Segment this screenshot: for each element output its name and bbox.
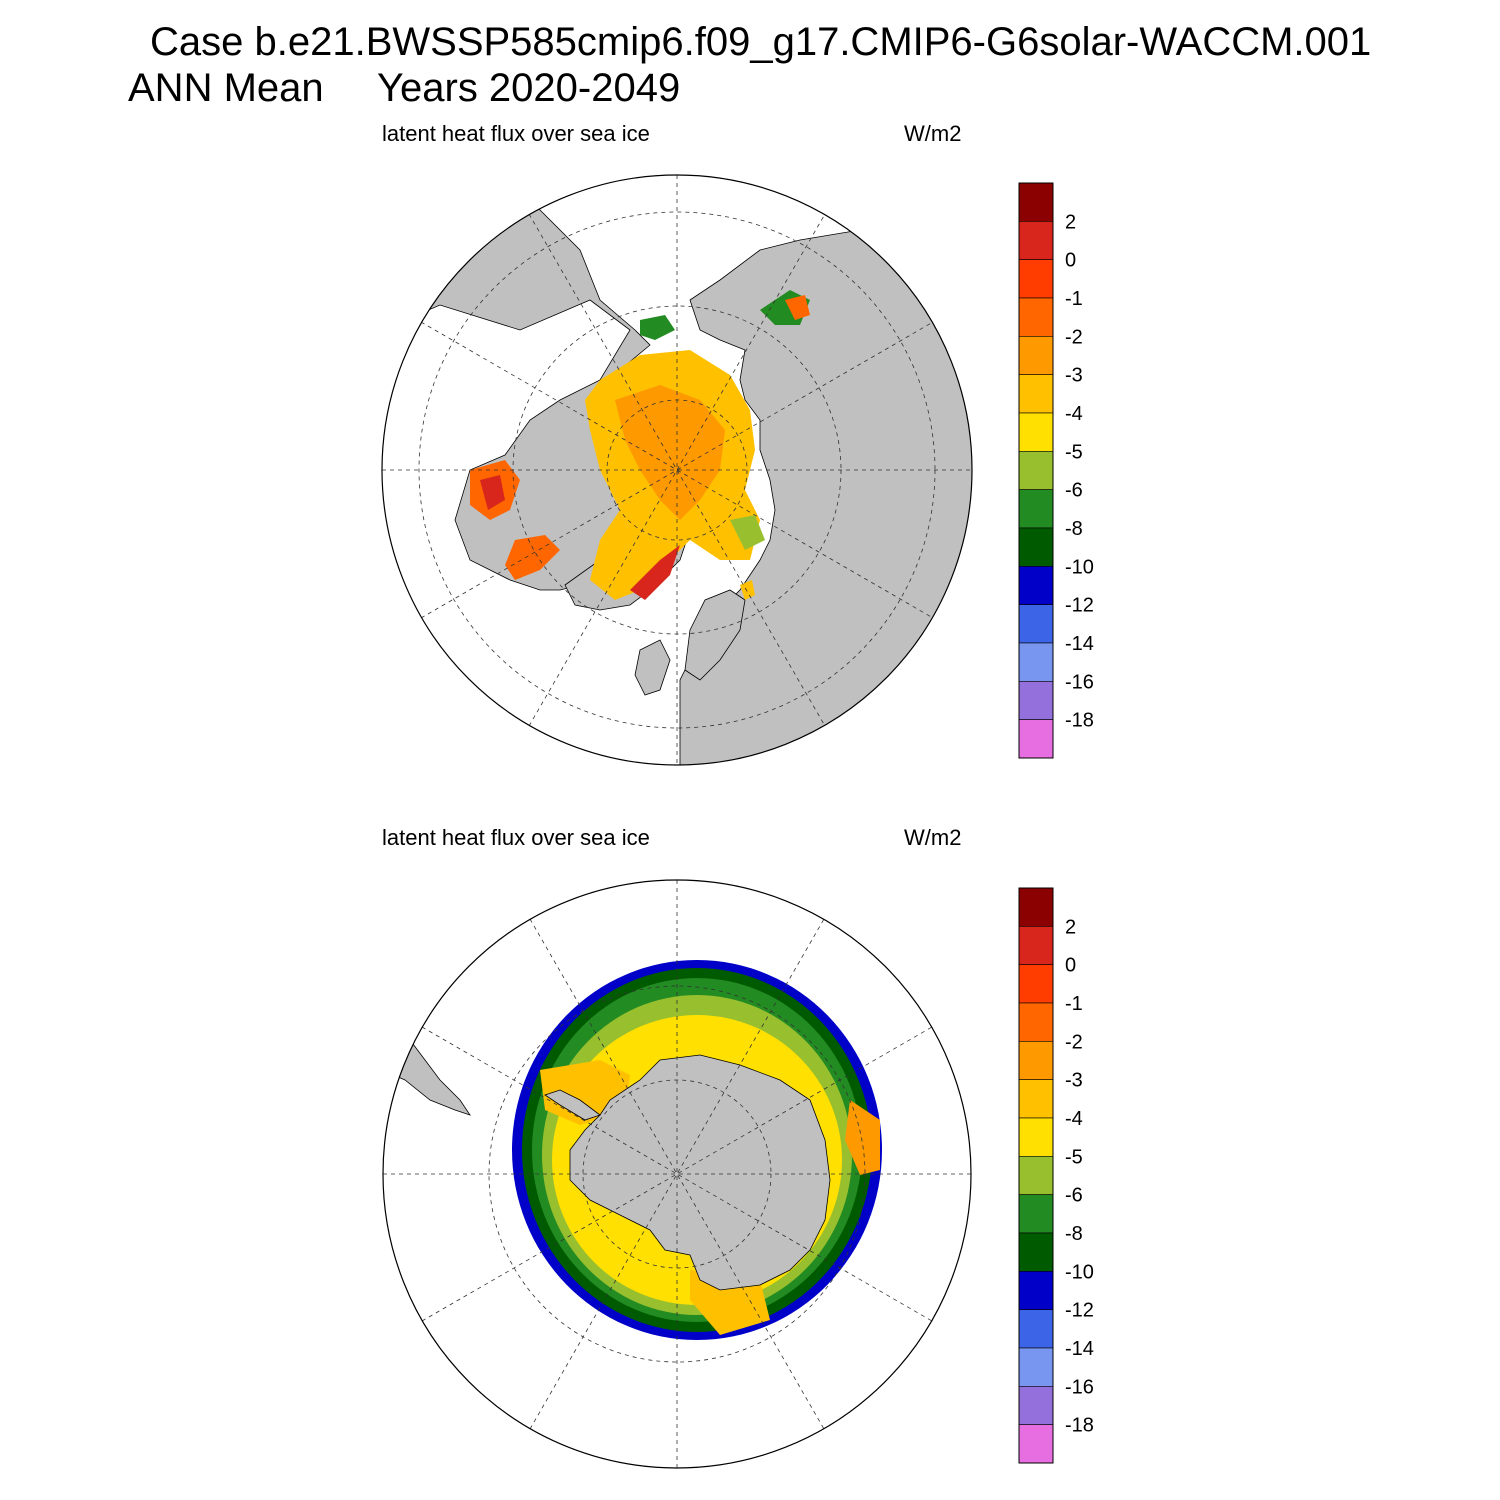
sh-colorbar-tick-label: -8 xyxy=(1065,1223,1083,1245)
nh-colorbar-tick-label: -10 xyxy=(1065,556,1094,578)
sh-colorbar-tick-label: -3 xyxy=(1065,1070,1083,1092)
nh-colorbar-tick-label: -16 xyxy=(1065,671,1094,693)
sh-colorbar-tick-label: -2 xyxy=(1065,1031,1083,1053)
nh-colorbar-tick-label: -8 xyxy=(1065,518,1083,540)
nh-colorbar-tick-label: -1 xyxy=(1065,288,1083,310)
nh-colorbar-swatch xyxy=(1018,374,1054,414)
sh-colorbar-tick-label: -12 xyxy=(1065,1300,1094,1322)
nh-colorbar-swatch xyxy=(1018,527,1054,567)
nh-colorbar-swatch xyxy=(1018,719,1054,759)
sh-colorbar-swatch xyxy=(1018,964,1054,1004)
nh-colorbar-swatch xyxy=(1018,412,1054,452)
sh-colorbar-frame xyxy=(1018,887,1054,1464)
nh-colorbar-tick-label: -18 xyxy=(1065,710,1094,732)
nh-colorbar-swatch xyxy=(1018,451,1054,490)
years-label: Years 2020-2049 xyxy=(377,66,681,110)
sh-colorbar-tick-label: -1 xyxy=(1065,993,1083,1015)
north-polar-map xyxy=(381,174,973,766)
sh-colorbar-swatch xyxy=(1018,1386,1054,1425)
sh-colorbar-swatch xyxy=(1018,1232,1054,1272)
sh-colorbar-swatch xyxy=(1018,926,1054,965)
sh-colorbar: 2 0 -1 -2 -3 -4 -5 -6 -8 -10 -12 -14 -16 -18 xyxy=(1018,887,1094,1464)
sh-graticule xyxy=(383,880,971,1468)
sh-colorbar-tick-label: -18 xyxy=(1065,1415,1094,1437)
nh-colorbar-swatch xyxy=(1018,182,1054,222)
nh-graticule xyxy=(382,175,972,765)
nh-colorbar-tick-label: -2 xyxy=(1065,326,1083,348)
sh-colorbar-swatch xyxy=(1018,1079,1054,1119)
nh-colorbar-tick-label: 0 xyxy=(1065,250,1076,272)
sh-variable-label: latent heat flux over sea ice xyxy=(382,825,650,850)
sh-colorbar-swatch xyxy=(1018,1156,1054,1195)
sh-colorbar-swatch xyxy=(1018,1424,1054,1464)
sh-colorbar-tick-label: -10 xyxy=(1065,1261,1094,1283)
nh-colorbar-swatch xyxy=(1018,336,1054,375)
nh-colorbar-tick-label: -12 xyxy=(1065,595,1094,617)
nh-colorbar-swatch xyxy=(1018,489,1054,529)
sh-units-label: W/m2 xyxy=(904,825,962,850)
nh-colorbar-tick-label: -4 xyxy=(1065,403,1083,425)
south-polar-map xyxy=(382,879,972,1469)
sh-colorbar-swatch xyxy=(1018,1271,1054,1310)
sh-colorbar-tick-label: -4 xyxy=(1065,1108,1083,1130)
sh-colorbar-tick-label: -5 xyxy=(1065,1146,1083,1168)
nh-colorbar-swatch xyxy=(1018,681,1054,720)
nh-variable-label: latent heat flux over sea ice xyxy=(382,121,650,146)
nh-colorbar-swatch xyxy=(1018,221,1054,260)
sh-colorbar-tick-label: -14 xyxy=(1065,1338,1094,1360)
nh-units-label: W/m2 xyxy=(904,121,962,146)
nh-colorbar-swatch xyxy=(1018,566,1054,605)
sh-colorbar-tick-label: -16 xyxy=(1065,1376,1094,1398)
nh-colorbar-tick-label: 2 xyxy=(1065,211,1076,233)
nh-colorbar-tick-label: -14 xyxy=(1065,633,1094,655)
sh-colorbar-swatch xyxy=(1018,1041,1054,1080)
nh-colorbar: 2 0 -1 -2 -3 -4 -5 -6 -8 -10 -12 -14 -16 -18 xyxy=(1018,182,1094,759)
season-label: ANN Mean xyxy=(128,66,324,110)
nh-colorbar-swatch xyxy=(1018,297,1054,337)
sh-colorbar-swatch xyxy=(1018,1002,1054,1042)
sh-colorbar-swatch xyxy=(1018,1347,1054,1387)
sh-colorbar-tick-label: 0 xyxy=(1065,955,1076,977)
nh-colorbar-tick-label: -5 xyxy=(1065,441,1083,463)
nh-colorbar-frame xyxy=(1018,182,1054,759)
nh-colorbar-swatch xyxy=(1018,604,1054,644)
sh-colorbar-swatch xyxy=(1018,887,1054,927)
nh-colorbar-swatch xyxy=(1018,642,1054,682)
nh-colorbar-tick-label: -3 xyxy=(1065,365,1083,387)
sh-colorbar-tick-label: 2 xyxy=(1065,916,1076,938)
nh-colorbar-tick-label: -6 xyxy=(1065,480,1083,502)
case-title: Case b.e21.BWSSP585cmip6.f09_g17.CMIP6-G… xyxy=(150,20,1372,64)
sh-colorbar-swatch xyxy=(1018,1194,1054,1234)
nh-colorbar-swatch xyxy=(1018,259,1054,299)
sh-colorbar-swatch xyxy=(1018,1117,1054,1157)
sh-colorbar-swatch xyxy=(1018,1309,1054,1349)
sh-colorbar-tick-label: -6 xyxy=(1065,1185,1083,1207)
